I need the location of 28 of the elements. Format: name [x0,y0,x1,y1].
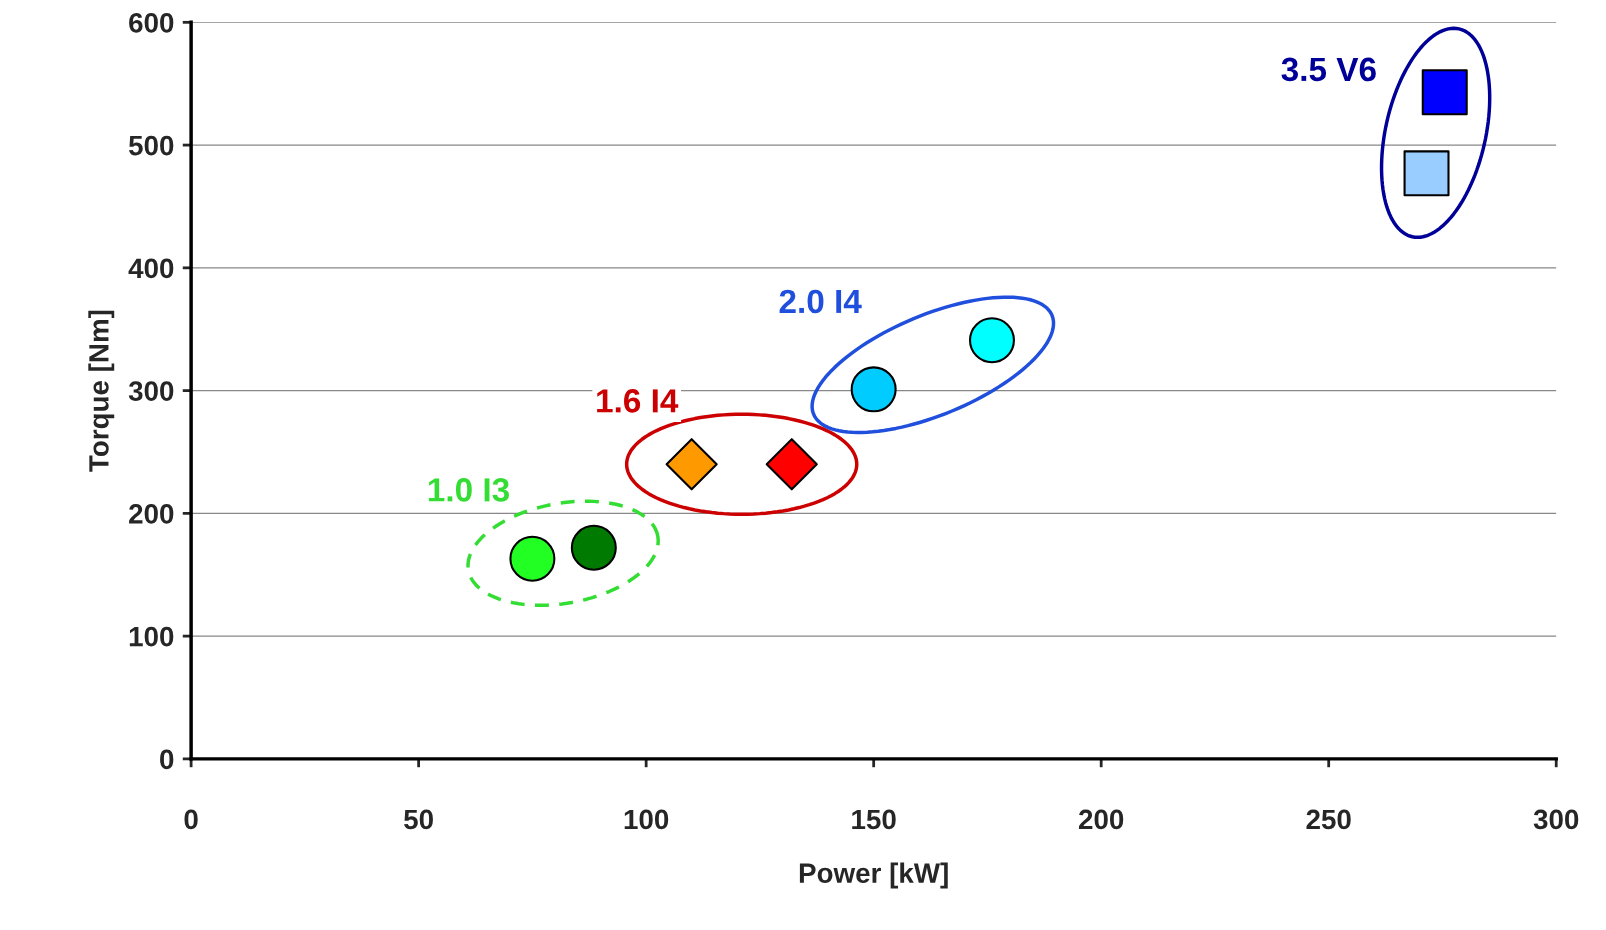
x-tick-label: 300 [1533,809,1579,830]
y-tick-label: 500 [128,135,174,156]
x-tick-label: 150 [852,809,896,830]
series-label: 3.5 V6 [1281,57,1376,82]
x-axis-title: Power [kW] [799,862,948,889]
y-tick-label: 200 [129,504,174,524]
point [509,535,556,582]
x-tick-label: 50 [404,809,433,830]
y-tick-label: 600 [129,12,174,33]
y-tick-label: 0 [160,749,174,770]
x-tick-label: 100 [624,809,669,830]
y-axis-title: Torque [Nm] [88,310,115,472]
y-tick-label: 300 [128,381,174,401]
point [968,317,1015,364]
x-tick-label: 200 [1078,809,1124,830]
point [570,524,617,571]
point [850,366,897,413]
series-label: 1.6 I4 [597,389,679,413]
y-tick-label: 400 [128,258,174,279]
point [665,438,718,491]
point [1403,150,1450,197]
x-tick-label: 0 [184,809,198,830]
point [1421,69,1468,116]
point [765,438,818,491]
x-tick-label: 250 [1306,809,1351,830]
y-tick-label: 100 [129,626,174,647]
series-label: 2.0 I4 [779,289,862,314]
series-label: 1.0 I3 [428,478,509,502]
